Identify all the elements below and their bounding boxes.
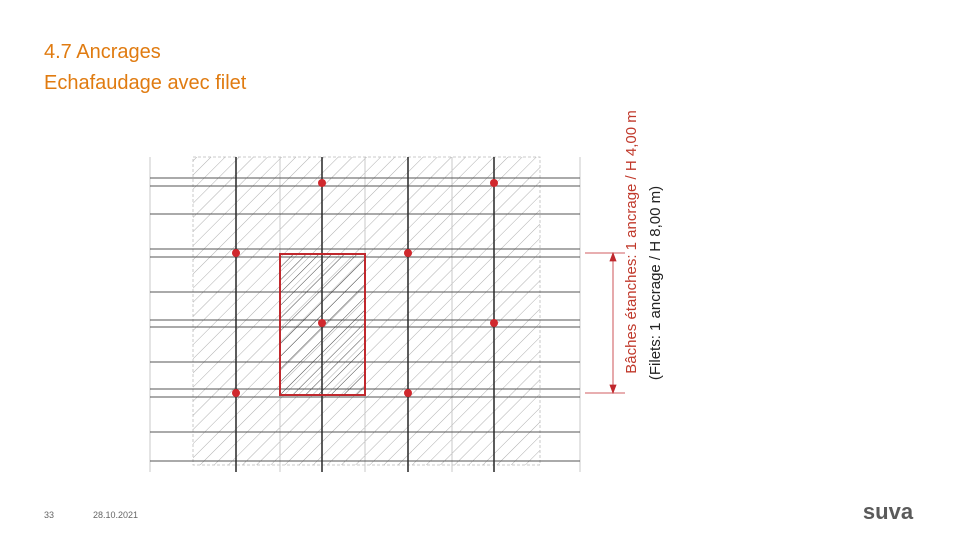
scaffold-diagram [149,156,625,472]
page-number: 33 [44,510,54,520]
title: 4.7 Ancrages [44,41,161,63]
date: 28.10.2021 [93,510,138,520]
logo: suva [863,499,914,524]
anchor-label: (Filets: 1 ancrage / H 8,00 m) [647,186,664,380]
anchor-label: Bâches étanches: 1 ancrage / H 4,00 m [623,110,640,374]
title: Echafaudage avec filet [44,72,247,94]
